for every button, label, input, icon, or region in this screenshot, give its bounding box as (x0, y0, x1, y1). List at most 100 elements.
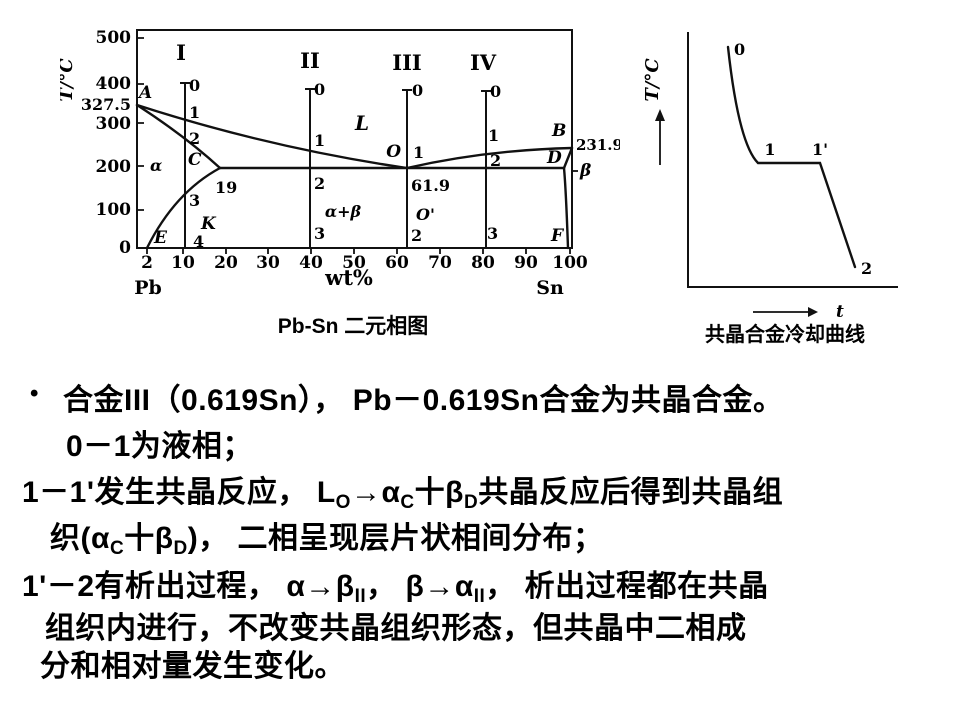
note-line-7: 分和相对量发生变化。 (40, 641, 345, 685)
x-tick-80: 80 (471, 253, 495, 273)
subscript-O: O (335, 492, 351, 513)
subscript-C: C (109, 538, 125, 559)
y-tick-400: 400 (96, 74, 132, 94)
mark-II-3: 3 (314, 224, 325, 243)
x-tick-100: 100 (552, 253, 588, 273)
mark-III-0: 0 (412, 81, 423, 100)
arrow-icon: → (350, 476, 382, 509)
mark-IV-2: 2 (490, 151, 501, 170)
temperature-arrow-head (655, 109, 665, 121)
symbol-alpha: α (381, 476, 401, 509)
x-tick-50: 50 (342, 253, 366, 273)
pb-sn-phase-diagram: 500 400 300 200 100 0 327.5 T/°C 2 10 20… (60, 28, 620, 338)
region-alpha-label: α (150, 156, 162, 175)
point-A-label: A (137, 83, 152, 103)
cooling-point-1: 1 (764, 140, 775, 159)
mark-I-3: 3 (189, 191, 200, 210)
region-liquid-label: L (354, 111, 369, 135)
point-O-prime-label: O' (416, 205, 435, 224)
cooling-x-axis-title: t (836, 302, 844, 322)
subscript-C: C (400, 492, 415, 513)
note-line-6: 组织内进行，不改变共晶组织形态，但共晶中二相成 (45, 603, 747, 647)
mark-IV-3: 3 (487, 224, 498, 243)
mark-I-4: 4 (193, 232, 204, 251)
alloy-label-II: II (300, 48, 320, 73)
mark-II-2: 2 (314, 174, 325, 193)
y-tick-0: 0 (119, 238, 131, 258)
cooling-curve-caption: 共晶合金冷却曲线 (705, 322, 865, 346)
alpha-max-solubility-label: 19 (215, 178, 237, 197)
mark-I-0: 0 (189, 76, 200, 95)
note-line-4-suffix: )， 二相呈现层片状相间分布； (187, 522, 604, 555)
note-line-2-text: 0－1为液相； (66, 430, 253, 463)
cooling-point-1-prime: 1' (812, 140, 828, 159)
note-line-3-prefix: 1－1'发生共晶反应， (22, 476, 317, 509)
component-sn-label: Sn (536, 277, 564, 299)
x-tick-30: 30 (256, 253, 280, 273)
subscript-D: D (463, 492, 479, 513)
liquidus-right (405, 146, 574, 170)
plus-sign: 十 (414, 476, 446, 509)
note-line-2: 0－1为液相； (66, 421, 253, 465)
note-line-5: 1'－2有析出过程， α→βII， β→αII， 析出过程都在共晶 (22, 561, 769, 608)
x-tick-40: 40 (299, 253, 323, 273)
sn-melting-point-label: 231.9 (576, 136, 620, 154)
symbol-L: L (316, 476, 336, 509)
subscript-II: II (354, 586, 367, 607)
solidus-alpha (135, 103, 222, 170)
solidus-beta (562, 146, 574, 170)
point-K-label: K (200, 214, 217, 234)
alloy-label-III: III (392, 50, 421, 75)
x-tick-60: 60 (385, 253, 409, 273)
bullet-icon: • (30, 380, 39, 407)
y-tick-500: 500 (96, 28, 132, 48)
cooling-y-axis-title: T/°C (642, 58, 663, 102)
mark-III-1: 1 (413, 143, 424, 162)
point-D-label: D (546, 148, 562, 168)
alloy-line-I (180, 82, 190, 248)
note-line-4: 织(αC十βD)， 二相呈现层片状相间分布； (50, 513, 604, 560)
point-C-label: C (188, 150, 202, 170)
x-tick-90: 90 (514, 253, 538, 273)
symbol-alpha: α (286, 570, 306, 603)
x-tick-20: 20 (214, 253, 238, 273)
component-pb-label: Pb (134, 277, 162, 299)
x-axis-title: wt% (324, 265, 373, 290)
note-line-7-text: 分和相对量发生变化。 (40, 650, 345, 683)
cooling-curve (726, 45, 857, 269)
note-line-1-text: 合金III（0.619Sn）， Pb－0.619Sn合金为共晶合金。 (63, 384, 784, 417)
x-tick-10: 10 (171, 253, 195, 273)
time-arrow-head (808, 307, 818, 317)
point-O-label: O (386, 142, 401, 162)
plot-frame (136, 29, 573, 249)
cooling-point-2: 2 (861, 259, 872, 278)
phase-diagram-caption: Pb-Sn 二元相图 (278, 314, 429, 338)
liquidus-left (135, 103, 409, 170)
note-line-6-text: 组织内进行，不改变共晶组织形态，但共晶中二相成 (45, 612, 747, 645)
y-tick-300: 300 (96, 114, 132, 134)
comma: ， (366, 570, 406, 603)
x-tick-70: 70 (428, 253, 452, 273)
note-line-5-suffix: ， 析出过程都在共晶 (485, 570, 769, 603)
point-F-label: F (550, 226, 565, 246)
note-line-3-suffix: 共晶反应后得到共晶组 (478, 476, 784, 509)
cooling-point-0: 0 (734, 40, 745, 59)
y-tick-100: 100 (96, 200, 132, 220)
plus-sign: 十 (124, 522, 155, 555)
y-axis-title: T/°C (60, 58, 77, 102)
eutectic-composition-label: 61.9 (411, 176, 450, 195)
cooling-curve-figure: T/°C 0 1 1' 2 t 共晶合金冷却曲线 (642, 32, 898, 346)
cooling-axes (687, 32, 898, 288)
mark-II-1: 1 (314, 131, 325, 150)
solvus-beta (562, 166, 570, 250)
alloy-label-I: I (176, 40, 186, 65)
mark-I-2: 2 (189, 129, 200, 148)
note-line-5-prefix: 1'－2有析出过程， (22, 570, 287, 603)
subscript-II: II (473, 586, 486, 607)
symbol-beta: β (335, 570, 355, 603)
mark-III-2: 2 (411, 226, 422, 245)
region-beta-label: β (579, 161, 591, 181)
mark-IV-0: 0 (490, 82, 501, 101)
y-axis-ticks (137, 37, 144, 211)
